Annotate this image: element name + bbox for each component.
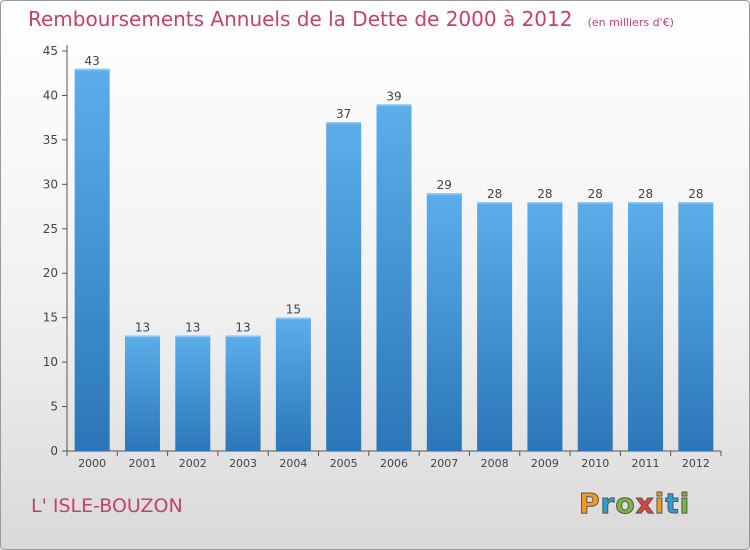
data-label: 28 [487, 187, 502, 201]
bar-2008 [477, 202, 513, 451]
title-main: Remboursements Annuels de la Dette de 20… [28, 7, 573, 31]
bar-highlight [628, 202, 664, 204]
bar-highlight [326, 122, 362, 124]
axes: 0 5 10 15 20 25 30 35 40 45 2000 2001 2002 2003 2004 20… [43, 44, 722, 470]
data-label: 28 [588, 187, 603, 201]
data-label: 13 [185, 320, 200, 334]
bar-2001 [124, 335, 160, 451]
x-tick-label: 2009 [531, 457, 559, 470]
bar-2012 [678, 202, 714, 451]
logo-letter: i [654, 487, 666, 521]
bar-2010 [577, 202, 613, 451]
bar-2004 [275, 317, 311, 451]
logo-letter: t [665, 487, 680, 521]
x-tick-label: 2010 [581, 457, 609, 470]
x-tick-label: 2011 [632, 457, 660, 470]
bar-highlight [577, 202, 613, 204]
x-tick-label: 2003 [229, 457, 257, 470]
y-tick-label: 10 [43, 355, 58, 369]
bar-2011 [628, 202, 664, 451]
bar-highlight [426, 193, 462, 195]
bar-2007 [426, 193, 462, 451]
data-label: 29 [437, 178, 452, 192]
bar-highlight [678, 202, 714, 204]
bar-2009 [527, 202, 563, 451]
y-tick-label: 45 [43, 44, 58, 58]
data-label: 13 [235, 320, 250, 334]
y-tick-label: 20 [43, 266, 58, 280]
bar-2005 [326, 122, 362, 451]
y-tick-label: 15 [43, 311, 58, 325]
logo-letter: P [579, 487, 601, 521]
x-tick-label: 2006 [380, 457, 408, 470]
x-tick-label: 2012 [682, 457, 710, 470]
x-tick-label: 2001 [128, 457, 156, 470]
x-tick-label: 2002 [179, 457, 207, 470]
x-tick-label: 2004 [279, 457, 307, 470]
data-label: 37 [336, 107, 351, 121]
chart-title: Remboursements Annuels de la Dette de 20… [28, 7, 674, 31]
data-label: 39 [386, 89, 401, 103]
title-unit: (en milliers d'€) [587, 16, 674, 29]
logo-letter: r [600, 487, 616, 521]
data-label: 13 [135, 320, 150, 334]
x-tick-label: 2000 [78, 457, 106, 470]
data-labels: 43 13 13 13 15 37 39 29 28 28 28 28 28 [85, 54, 704, 335]
bar-highlight [275, 317, 311, 320]
y-tick-label: 40 [43, 88, 58, 102]
data-label: 28 [537, 187, 552, 201]
y-tick-label: 0 [50, 444, 58, 458]
y-tick-label: 30 [43, 177, 58, 191]
logo-letter: i [679, 487, 691, 521]
bar-highlight [477, 202, 513, 204]
bar-highlight [175, 335, 211, 337]
logo-letter: x [635, 487, 655, 521]
bar-highlight [225, 335, 261, 337]
bar-2002 [175, 335, 211, 451]
data-label: 28 [688, 187, 703, 201]
x-tick-label: 2007 [430, 457, 458, 470]
x-tick-label: 2005 [330, 457, 358, 470]
bar-highlight [124, 335, 160, 337]
bar-2003 [225, 335, 261, 451]
y-tick-label: 5 [50, 400, 58, 414]
y-tick-label: 35 [43, 133, 58, 147]
data-label: 28 [638, 187, 653, 201]
data-label: 43 [85, 54, 100, 68]
y-tick-label: 25 [43, 222, 58, 236]
data-label: 15 [286, 303, 301, 317]
logo-letter: o [615, 487, 636, 521]
proxiti-logo[interactable]: Proxiti [579, 487, 691, 521]
commune-name: L' ISLE-BOUZON [31, 495, 183, 517]
bar-highlight [74, 68, 110, 71]
bars [74, 68, 714, 452]
x-tick-label: 2008 [481, 457, 509, 470]
bar-2006 [376, 104, 412, 451]
bar-2000 [74, 68, 110, 452]
bar-highlight [376, 104, 412, 106]
bar-highlight [527, 202, 563, 204]
